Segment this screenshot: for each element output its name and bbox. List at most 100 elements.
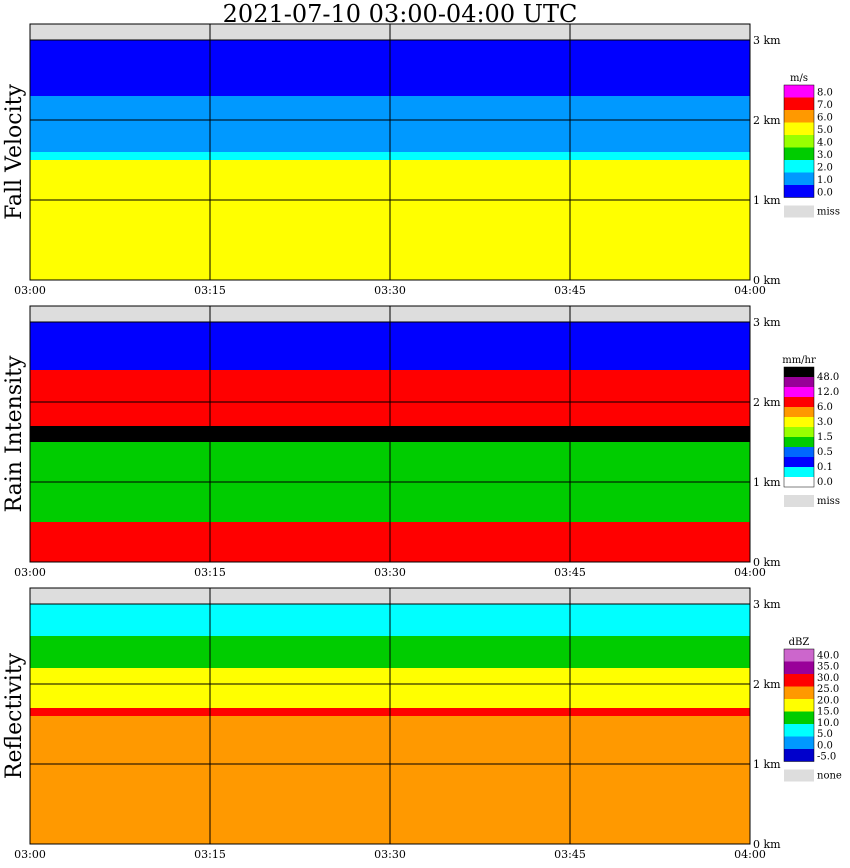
height-tick-label: 2 km (753, 114, 781, 127)
time-tick-label: 03:30 (374, 566, 406, 579)
legend-level-label: 6.0 (817, 113, 833, 124)
legend-swatch (784, 477, 814, 487)
panel-0: 03:00 03:15 03:30 03:45 04:000 km 1 km 2 km 3 k… (2, 23, 840, 297)
time-tick-label: 03:00 (14, 566, 46, 579)
height-tick-label: 1 km (753, 476, 781, 489)
legend-level-label: 48.0 (817, 372, 839, 383)
legend-missing-swatch (784, 205, 814, 218)
legend-level-label: 1.5 (817, 432, 833, 443)
legend-missing-label: none (817, 771, 842, 782)
legend-level-label: 0.0 (817, 740, 833, 751)
legend-swatch (784, 122, 814, 135)
legend-frame (783, 366, 815, 488)
legend-frame (783, 648, 815, 762)
figure-title: 2021-07-10 03:00-04:00 UTC (223, 0, 578, 28)
legend-swatch (784, 699, 814, 712)
height-tick-label: 3 km (753, 598, 781, 611)
legend-level-label: 30.0 (817, 673, 839, 684)
plot-frame (29, 23, 751, 281)
legend-units: mm/hr (782, 355, 816, 366)
legend-level-label: 1.0 (817, 175, 833, 186)
time-tick-label: 03:30 (374, 848, 406, 861)
legend-level-label: 6.0 (817, 402, 833, 413)
legend-level-label: 5.0 (817, 729, 833, 740)
legend-swatch (784, 724, 814, 737)
panel-ylabel: Fall Velocity (2, 84, 27, 220)
legend-level-label: 20.0 (817, 695, 839, 706)
legend-level-label: 25.0 (817, 684, 839, 695)
time-tick-label: 03:45 (554, 848, 586, 861)
legend-frame (783, 84, 815, 198)
legend-level-label: 12.0 (817, 387, 839, 398)
legend-swatch (784, 387, 814, 397)
height-tick-label: 0 km (753, 556, 781, 569)
legend-level-label: 10.0 (817, 718, 839, 729)
height-tick-label: 1 km (753, 194, 781, 207)
legend-level-label: 8.0 (817, 88, 833, 99)
legend-swatch (784, 185, 814, 198)
legend-swatch (784, 649, 814, 662)
time-tick-label: 03:45 (554, 284, 586, 297)
legend-swatch (784, 97, 814, 110)
time-tick-label: 03:15 (194, 284, 226, 297)
legend-missing-label: miss (817, 496, 840, 507)
legend-missing-swatch (784, 495, 814, 507)
legend-swatch (784, 397, 814, 407)
legend-missing-swatch (784, 769, 814, 782)
legend-swatch (784, 686, 814, 699)
legend-level-label: 35.0 (817, 662, 839, 673)
legend-level-label: 5.0 (817, 125, 833, 136)
height-tick-label: 0 km (753, 274, 781, 287)
legend-missing-label: miss (817, 207, 840, 218)
plot-frame (29, 305, 751, 563)
legend-swatch (784, 427, 814, 437)
legend-units: m/s (790, 73, 808, 84)
legend-level-label: 3.0 (817, 417, 833, 428)
time-tick-label: 03:30 (374, 284, 406, 297)
legend-level-label: 0.0 (817, 477, 833, 488)
height-tick-label: 3 km (753, 316, 781, 329)
legend-swatch (784, 407, 814, 417)
legend-swatch (784, 135, 814, 148)
legend-level-label: 0.0 (817, 188, 833, 199)
legend-swatch (784, 147, 814, 160)
height-tick-label: 2 km (753, 396, 781, 409)
legend-level-label: 40.0 (817, 650, 839, 661)
legend-swatch (784, 467, 814, 477)
legend-level-label: 0.5 (817, 447, 833, 458)
legend-swatch (784, 661, 814, 674)
legend-units: dBZ (789, 637, 810, 648)
legend-swatch (784, 457, 814, 467)
legend-swatch (784, 160, 814, 173)
legend-swatch (784, 85, 814, 98)
time-tick-label: 04:00 (734, 566, 766, 579)
time-tick-label: 03:00 (14, 284, 46, 297)
panel-1: 03:00 03:15 03:30 03:45 04:000 km 1 km 2 km 3 k… (2, 305, 840, 579)
height-tick-label: 2 km (753, 678, 781, 691)
panel-ylabel: Rain Intensity (2, 355, 27, 512)
legend-level-label: 2.0 (817, 163, 833, 174)
legend-level-label: 3.0 (817, 150, 833, 161)
height-tick-label: 3 km (753, 34, 781, 47)
legend-swatch (784, 437, 814, 447)
legend-swatch (784, 417, 814, 427)
plot-frame (29, 587, 751, 845)
legend-level-label: 4.0 (817, 138, 833, 149)
legend-swatch (784, 110, 814, 123)
panel-2: 03:00 03:15 03:30 03:45 04:000 km 1 km 2 km 3 k… (2, 587, 842, 861)
time-tick-label: 04:00 (734, 284, 766, 297)
time-tick-label: 03:45 (554, 566, 586, 579)
time-tick-label: 03:00 (14, 848, 46, 861)
panel-ylabel: Reflectivity (2, 652, 27, 779)
legend-swatch (784, 736, 814, 749)
time-tick-label: 03:15 (194, 848, 226, 861)
legend-swatch (784, 377, 814, 387)
legend-swatch (784, 674, 814, 687)
legend-swatch (784, 711, 814, 724)
legend-level-label: 0.1 (817, 462, 833, 473)
legend-swatch (784, 367, 814, 377)
legend-level-label: 15.0 (817, 707, 839, 718)
legend-swatch (784, 447, 814, 457)
panels: 03:00 03:15 03:30 03:45 04:000 km1 km2 km3 k… (2, 23, 842, 861)
